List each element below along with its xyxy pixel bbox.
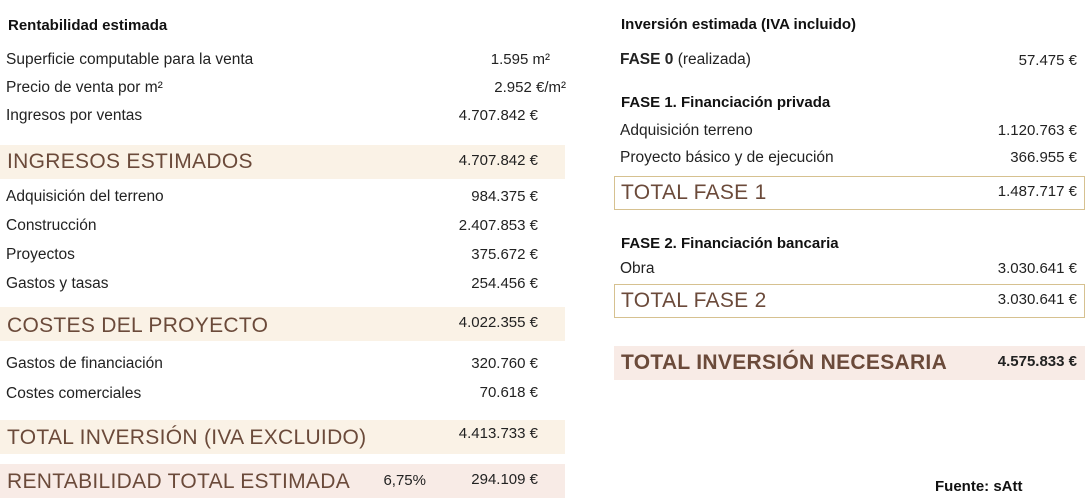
- profit-band: [0, 464, 565, 498]
- financing-label: Gastos de financiación: [6, 355, 163, 372]
- investment-total-value: 4.413.733 €: [458, 425, 538, 442]
- phase1-total-value: 1.487.717 €: [997, 183, 1077, 200]
- surface-label: Superficie computable para la venta: [6, 51, 254, 68]
- phase1-total-label: TOTAL FASE 1: [621, 181, 767, 204]
- projects-label: Proyectos: [6, 246, 75, 263]
- grand-total-value: 4.575.833 €: [997, 353, 1077, 370]
- phase0-value: 57.475 €: [1018, 52, 1077, 69]
- fees-label: Gastos y tasas: [6, 275, 109, 292]
- costs-total-band: [0, 307, 565, 341]
- commercial-value: 70.618 €: [479, 384, 538, 401]
- costs-total-value: 4.022.355 €: [458, 314, 538, 331]
- land-label: Adquisición del terreno: [6, 188, 164, 205]
- phase1-land-value: 1.120.763 €: [997, 122, 1077, 139]
- profit-value: 294.109 €: [471, 471, 538, 488]
- source-note: Fuente: sAtt: [935, 478, 1023, 495]
- phase0-label-bold: FASE 0: [620, 51, 674, 68]
- phase2-title: FASE 2. Financiación bancaria: [621, 235, 839, 252]
- price-value: 2.952 €/m²: [494, 79, 566, 96]
- phase1-title: FASE 1. Financiación privada: [621, 94, 831, 111]
- phase1-total-box: [614, 176, 1085, 210]
- construction-label: Construcción: [6, 217, 97, 234]
- phase0-label: FASE 0 (realizada): [620, 51, 751, 69]
- income-total-value: 4.707.842 €: [458, 152, 538, 169]
- phase1-land-label: Adquisición terreno: [620, 122, 753, 139]
- income-total-band: [0, 145, 565, 179]
- phase1-project-value: 366.955 €: [1010, 149, 1077, 166]
- left-section-title: Rentabilidad estimada: [8, 17, 168, 34]
- sales-value: 4.707.842 €: [458, 107, 538, 124]
- phase2-work-label: Obra: [620, 260, 655, 277]
- financing-value: 320.760 €: [471, 355, 538, 372]
- land-value: 984.375 €: [471, 188, 538, 205]
- commercial-label: Costes comerciales: [6, 385, 142, 402]
- phase1-project-label: Proyecto básico y de ejecución: [620, 149, 834, 166]
- investment-total-label: TOTAL INVERSIÓN (IVA EXCLUIDO): [7, 426, 367, 449]
- phase2-work-value: 3.030.641 €: [997, 260, 1077, 277]
- surface-value: 1.595 m²: [490, 51, 550, 68]
- phase2-total-value: 3.030.641 €: [997, 291, 1077, 308]
- profit-label: RENTABILIDAD TOTAL ESTIMADA: [7, 470, 351, 493]
- profit-percent: 6,75%: [383, 472, 426, 489]
- costs-total-label: COSTES DEL PROYECTO: [7, 314, 269, 337]
- right-section-title: Inversión estimada (IVA incluido): [621, 16, 857, 33]
- phase2-total-box: [614, 284, 1085, 318]
- income-total-label: INGRESOS ESTIMADOS: [7, 150, 253, 173]
- fees-value: 254.456 €: [471, 275, 538, 292]
- price-label: Precio de venta por m²: [6, 79, 163, 96]
- investment-total-band: [0, 420, 565, 454]
- grand-total-label: TOTAL INVERSIÓN NECESARIA: [621, 351, 948, 374]
- construction-value: 2.407.853 €: [458, 217, 538, 234]
- grand-total-band: [614, 346, 1085, 380]
- projects-value: 375.672 €: [471, 246, 538, 263]
- sales-label: Ingresos por ventas: [6, 107, 143, 124]
- phase0-label-rest: (realizada): [673, 51, 751, 68]
- phase2-total-label: TOTAL FASE 2: [621, 289, 767, 312]
